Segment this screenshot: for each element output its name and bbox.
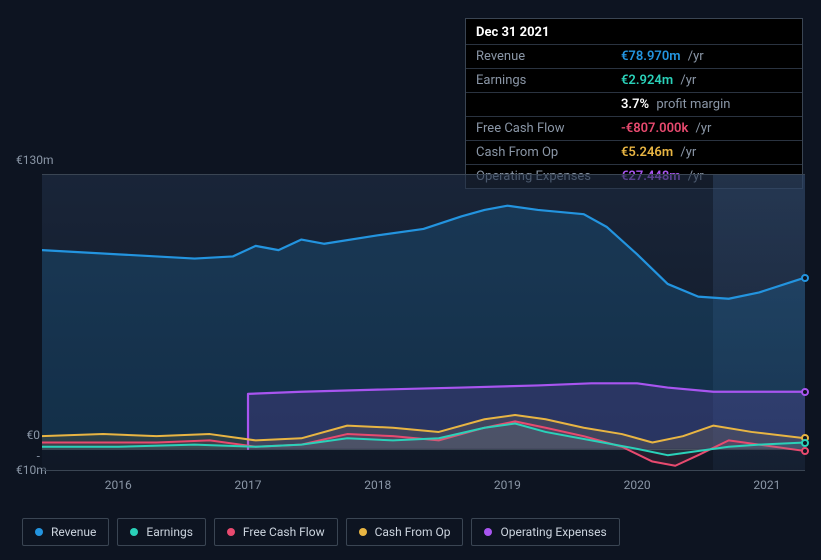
legend-label: Cash From Op <box>375 525 451 539</box>
tooltip-row: 3.7% profit margin <box>466 92 802 116</box>
tooltip-row: Earnings€2.924m /yr <box>466 68 802 92</box>
legend-dot-icon <box>484 528 492 536</box>
tooltip-label: Free Cash Flow <box>476 121 621 136</box>
chart-legend: Revenue Earnings Free Cash Flow Cash From O… <box>22 518 620 546</box>
tooltip-label: Cash From Op <box>476 145 621 160</box>
tooltip-unit: /yr <box>692 121 711 136</box>
financials-chart: €130m€0-€10m 201620172018201920202021 <box>16 160 805 490</box>
tooltip-value: €5.246m /yr <box>621 145 696 160</box>
legend-dot-icon <box>35 528 43 536</box>
tooltip-unit: profit margin <box>653 97 730 112</box>
tooltip-value: €2.924m /yr <box>621 73 696 88</box>
y-axis-label: €130m <box>16 153 40 167</box>
x-axis-label: 2016 <box>105 478 132 492</box>
x-axis-label: 2017 <box>235 478 262 492</box>
y-axis-label: -€10m <box>16 449 40 477</box>
legend-label: Operating Expenses <box>500 525 606 539</box>
tooltip-value: 3.7% profit margin <box>621 97 730 112</box>
y-axis-label: €0 <box>16 428 40 442</box>
tooltip-label: Earnings <box>476 73 621 88</box>
legend-item-operating-expenses[interactable]: Operating Expenses <box>471 518 619 546</box>
tooltip-unit: /yr <box>685 49 704 64</box>
x-axis-label: 2018 <box>364 478 391 492</box>
tooltip-unit: /yr <box>677 73 696 88</box>
series-marker-operating-expenses <box>801 388 809 396</box>
legend-item-cash-from-op[interactable]: Cash From Op <box>346 518 464 546</box>
x-axis-label: 2021 <box>753 478 780 492</box>
chart-lines <box>42 174 805 470</box>
legend-label: Free Cash Flow <box>243 525 325 539</box>
tooltip-label <box>476 97 621 112</box>
legend-dot-icon <box>359 528 367 536</box>
legend-label: Revenue <box>51 525 96 539</box>
legend-item-revenue[interactable]: Revenue <box>22 518 109 546</box>
tooltip-unit: /yr <box>677 145 696 160</box>
series-marker-earnings <box>801 439 809 447</box>
legend-item-free-cash-flow[interactable]: Free Cash Flow <box>214 518 338 546</box>
gridline <box>42 470 805 471</box>
plot-area[interactable] <box>42 174 805 470</box>
x-axis-label: 2019 <box>494 478 521 492</box>
x-axis-labels: 2016 2017 2018 2019 2020 2021 <box>42 478 805 494</box>
series-marker-revenue <box>801 274 809 282</box>
tooltip-value: -€807.000k /yr <box>621 121 711 136</box>
x-axis-label: 2020 <box>624 478 651 492</box>
series-marker-free-cash-flow <box>801 447 809 455</box>
tooltip-value: €78.970m /yr <box>621 49 704 64</box>
tooltip-date: Dec 31 2021 <box>466 19 802 44</box>
legend-dot-icon <box>227 528 235 536</box>
tooltip-label: Revenue <box>476 49 621 64</box>
tooltip-row: Free Cash Flow-€807.000k /yr <box>466 116 802 140</box>
legend-dot-icon <box>130 528 138 536</box>
legend-label: Earnings <box>146 525 193 539</box>
legend-item-earnings[interactable]: Earnings <box>117 518 206 546</box>
tooltip-row: Revenue€78.970m /yr <box>466 44 802 68</box>
